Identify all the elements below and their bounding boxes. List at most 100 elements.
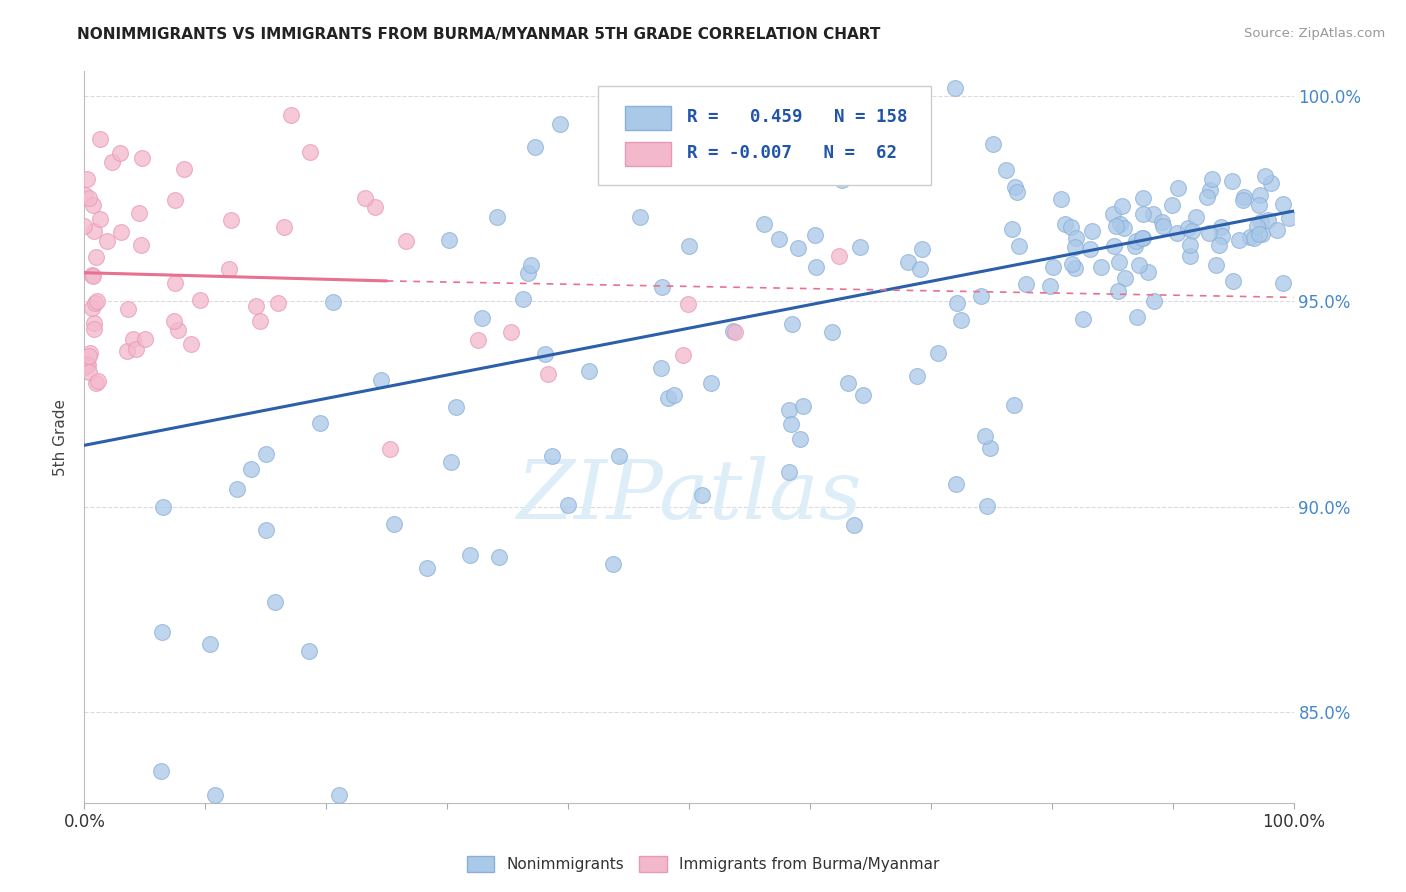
Point — [837, 376, 859, 391]
Point — [115, 344, 138, 359]
Point — [607, 450, 630, 464]
Point — [1064, 260, 1087, 275]
Point — [517, 266, 540, 280]
Point — [267, 296, 290, 310]
Point — [219, 213, 242, 227]
Point — [995, 162, 1018, 177]
Point — [83, 223, 105, 237]
Point — [1132, 191, 1154, 205]
Point — [1073, 312, 1095, 326]
Point — [437, 233, 460, 247]
Point — [131, 152, 153, 166]
Point — [897, 255, 920, 269]
Point — [204, 788, 226, 802]
Point — [83, 295, 105, 310]
Point — [239, 462, 262, 476]
Text: Source: ZipAtlas.com: Source: ZipAtlas.com — [1244, 27, 1385, 40]
Point — [678, 239, 700, 253]
Point — [328, 788, 350, 802]
Point — [946, 296, 969, 310]
Point — [1090, 260, 1112, 275]
Point — [1247, 198, 1270, 212]
Text: NONIMMIGRANTS VS IMMIGRANTS FROM BURMA/MYANMAR 5TH GRADE CORRELATION CHART: NONIMMIGRANTS VS IMMIGRANTS FROM BURMA/M… — [77, 27, 880, 42]
Point — [602, 557, 624, 571]
Point — [1128, 258, 1150, 272]
Point — [73, 219, 96, 233]
Point — [1114, 271, 1136, 285]
Point — [80, 268, 103, 283]
Point — [979, 441, 1001, 455]
Point — [548, 117, 571, 131]
Point — [752, 217, 775, 231]
Point — [1143, 293, 1166, 308]
Point — [628, 210, 651, 224]
Point — [927, 346, 949, 360]
Point — [520, 258, 543, 272]
Point — [792, 399, 814, 413]
Point — [1161, 198, 1184, 212]
Point — [557, 498, 579, 512]
Point — [981, 137, 1004, 152]
Point — [163, 276, 186, 290]
Point — [84, 251, 107, 265]
Point — [249, 314, 271, 328]
Point — [1247, 227, 1270, 242]
Point — [1105, 219, 1128, 233]
Point — [768, 232, 790, 246]
Point — [1201, 172, 1223, 186]
Point — [82, 301, 104, 315]
Point — [690, 487, 713, 501]
Point — [1227, 234, 1250, 248]
Point — [180, 337, 202, 351]
Point — [83, 317, 105, 331]
Point — [700, 376, 723, 390]
Point — [724, 325, 747, 339]
Point — [1014, 277, 1036, 292]
Point — [828, 249, 851, 263]
Point — [108, 146, 131, 161]
Point — [165, 193, 187, 207]
Point — [1152, 219, 1174, 234]
Point — [280, 107, 302, 121]
Point — [1185, 210, 1208, 224]
Point — [734, 169, 756, 184]
Point — [128, 206, 150, 220]
Point — [87, 374, 110, 388]
Point — [804, 260, 827, 274]
Text: R =   0.459   N = 158: R = 0.459 N = 158 — [686, 108, 907, 126]
Point — [1136, 265, 1159, 279]
Text: R = -0.007   N =  62: R = -0.007 N = 62 — [686, 145, 897, 162]
Point — [1125, 234, 1147, 248]
Point — [471, 310, 494, 325]
Point — [650, 361, 672, 376]
Point — [721, 324, 744, 338]
Point — [1111, 199, 1133, 213]
Point — [121, 332, 143, 346]
Point — [1004, 179, 1026, 194]
Point — [1178, 238, 1201, 252]
Point — [446, 400, 468, 414]
Point — [150, 625, 173, 640]
Point — [1064, 230, 1087, 244]
Point — [537, 367, 560, 381]
Point — [89, 131, 111, 145]
Point — [1108, 255, 1130, 269]
Point — [1220, 174, 1243, 188]
Point — [907, 369, 929, 384]
Point — [1239, 229, 1261, 244]
Point — [842, 517, 865, 532]
Point — [1211, 229, 1233, 244]
Point — [117, 301, 139, 316]
Point — [534, 347, 557, 361]
Point — [1209, 219, 1232, 234]
Point — [1132, 231, 1154, 245]
Point — [789, 432, 811, 446]
Point — [77, 349, 100, 363]
Point — [1278, 211, 1301, 225]
Point — [245, 299, 267, 313]
Point — [308, 416, 330, 430]
Point — [86, 294, 108, 309]
Point — [1232, 194, 1254, 208]
Point — [787, 241, 810, 255]
Point — [501, 325, 523, 339]
